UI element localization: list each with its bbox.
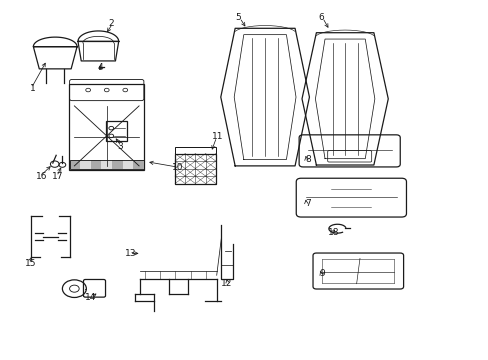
Text: 10: 10 <box>171 163 183 172</box>
Text: 2: 2 <box>108 19 114 28</box>
Polygon shape <box>80 159 91 170</box>
Text: 8: 8 <box>304 155 310 164</box>
Text: 14: 14 <box>84 293 96 302</box>
Text: 4: 4 <box>98 63 103 72</box>
Text: 16: 16 <box>36 172 47 181</box>
Text: 9: 9 <box>319 269 325 278</box>
Bar <box>175 153 215 184</box>
Text: 15: 15 <box>25 260 37 269</box>
Text: 7: 7 <box>304 199 310 208</box>
Polygon shape <box>69 159 80 170</box>
Text: 3: 3 <box>117 142 122 151</box>
Polygon shape <box>133 159 143 170</box>
Text: 6: 6 <box>318 13 324 22</box>
Polygon shape <box>91 159 101 170</box>
Text: 12: 12 <box>220 279 231 288</box>
Text: 5: 5 <box>235 13 241 22</box>
Text: 13: 13 <box>125 249 136 258</box>
Bar <box>69 159 143 170</box>
Polygon shape <box>101 159 112 170</box>
Polygon shape <box>122 159 133 170</box>
Polygon shape <box>112 159 122 170</box>
Text: 1: 1 <box>30 84 36 93</box>
Text: 17: 17 <box>52 172 64 181</box>
Text: 18: 18 <box>327 228 339 237</box>
Text: 11: 11 <box>212 132 224 141</box>
Bar <box>175 147 215 154</box>
